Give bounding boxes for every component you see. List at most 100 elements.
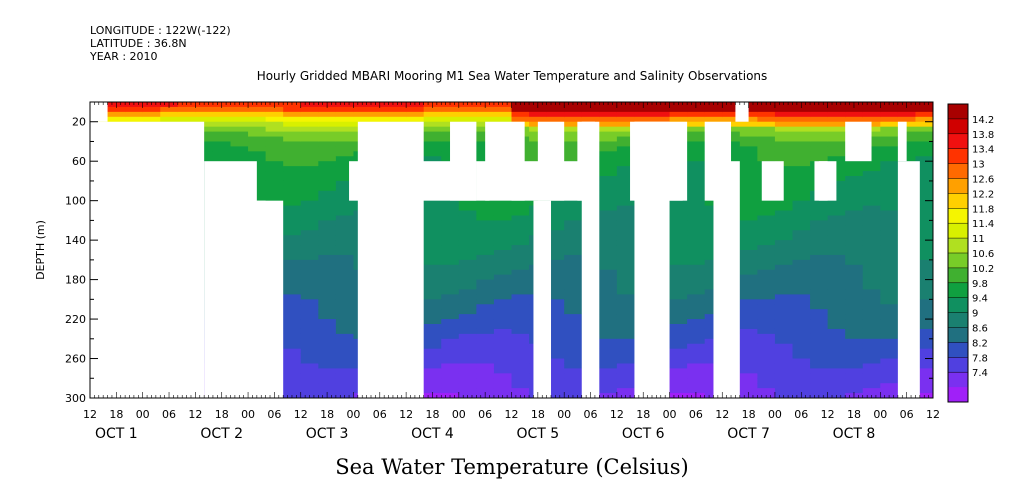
heatmap-cell xyxy=(599,343,618,350)
heatmap-cell xyxy=(757,343,776,350)
heatmap-cell xyxy=(335,180,354,187)
heatmap-cell xyxy=(423,220,442,226)
data-gap xyxy=(897,121,907,162)
heatmap-cell xyxy=(441,328,460,335)
heatmap-cell xyxy=(739,294,758,300)
heatmap-cell xyxy=(388,111,407,118)
heatmap-cell xyxy=(739,368,758,374)
heatmap-cell xyxy=(827,269,846,276)
heatmap-cell xyxy=(300,156,319,162)
heatmap-cell xyxy=(739,235,758,241)
heatmap-cell xyxy=(792,121,811,128)
heatmap-cell xyxy=(476,383,495,389)
heatmap-cell xyxy=(669,225,688,231)
heatmap-cell xyxy=(212,111,231,118)
heatmap-cell xyxy=(739,141,758,147)
x-tick-label: 18 xyxy=(636,408,650,421)
heatmap-cell xyxy=(669,309,688,315)
heatmap-cell xyxy=(845,279,864,286)
heatmap-cell xyxy=(476,230,495,236)
heatmap-cell xyxy=(423,314,442,320)
heatmap-cell xyxy=(564,373,583,379)
heatmap-cell xyxy=(423,106,442,113)
heatmap-cell xyxy=(687,383,706,389)
heatmap-cell xyxy=(283,225,302,231)
heatmap-cell xyxy=(669,205,688,212)
heatmap-cell xyxy=(300,348,319,355)
heatmap-cell xyxy=(300,319,319,325)
heatmap-cell xyxy=(212,121,231,128)
heatmap-cell xyxy=(160,106,179,113)
heatmap-cell xyxy=(757,106,776,113)
heatmap-cell xyxy=(845,225,864,231)
heatmap-cell xyxy=(810,240,829,246)
heatmap-cell xyxy=(441,294,460,300)
heatmap-cell xyxy=(423,205,442,212)
heatmap-cell xyxy=(423,111,442,118)
heatmap-cell xyxy=(300,161,319,167)
heatmap-cell xyxy=(862,254,881,261)
heatmap-cell xyxy=(564,264,583,271)
heatmap-cell xyxy=(265,126,284,133)
colorbar-swatch xyxy=(948,387,968,403)
heatmap-cell xyxy=(318,171,337,177)
heatmap-cell xyxy=(265,151,284,157)
heatmap-cell xyxy=(300,220,319,226)
heatmap-cell xyxy=(862,190,881,197)
colorbar-swatch xyxy=(948,297,968,314)
heatmap-cell xyxy=(722,106,741,113)
heatmap-cell xyxy=(739,240,758,246)
heatmap-cell xyxy=(792,220,811,226)
heatmap-cell xyxy=(739,180,758,187)
heatmap-cell xyxy=(880,309,899,315)
heatmap-cell xyxy=(511,338,530,345)
heatmap-cell xyxy=(845,348,864,355)
heatmap-cell xyxy=(669,245,688,251)
heatmap-cell xyxy=(862,328,881,335)
heatmap-cell xyxy=(511,383,530,389)
heatmap-cell xyxy=(335,126,354,133)
heatmap-cell xyxy=(423,324,442,330)
heatmap-cell xyxy=(283,235,302,241)
heatmap-cell xyxy=(599,141,618,147)
heatmap-cell xyxy=(125,106,144,113)
heatmap-cell xyxy=(423,141,442,147)
heatmap-cell xyxy=(318,343,337,350)
heatmap-cell xyxy=(283,304,302,310)
heatmap-cell xyxy=(441,269,460,276)
heatmap-cell xyxy=(810,343,829,350)
heatmap-cell xyxy=(616,328,635,335)
heatmap-cell xyxy=(564,338,583,345)
heatmap-cell xyxy=(599,166,618,172)
heatmap-cell xyxy=(546,294,565,300)
heatmap-cell xyxy=(739,309,758,315)
heatmap-cell xyxy=(774,200,793,207)
heatmap-cell xyxy=(546,363,565,369)
heatmap-cell xyxy=(599,131,618,138)
heatmap-cell xyxy=(880,131,899,138)
heatmap-cell xyxy=(458,343,477,350)
heatmap-cell xyxy=(915,136,933,142)
heatmap-cell xyxy=(441,116,460,123)
heatmap-cell xyxy=(669,328,688,335)
y-tick-label: 300 xyxy=(65,392,86,405)
heatmap-cell xyxy=(511,319,530,325)
heatmap-cell xyxy=(634,116,653,123)
heatmap-cell xyxy=(599,180,618,187)
heatmap-cell xyxy=(335,131,354,138)
heatmap-cell xyxy=(634,111,653,118)
heatmap-cell xyxy=(687,185,706,192)
heatmap-cell xyxy=(423,363,442,369)
heatmap-cell xyxy=(810,136,829,142)
heatmap-cell xyxy=(757,348,776,355)
heatmap-cell xyxy=(792,289,811,295)
heatmap-cell xyxy=(616,383,635,389)
x-tick-label: 12 xyxy=(294,408,308,421)
heatmap-cell xyxy=(827,289,846,295)
heatmap-cell xyxy=(300,250,319,256)
heatmap-cell xyxy=(458,348,477,355)
heatmap-cell xyxy=(318,299,337,305)
heatmap-cell xyxy=(792,328,811,335)
heatmap-cell xyxy=(880,121,899,128)
heatmap-cell xyxy=(669,264,688,271)
